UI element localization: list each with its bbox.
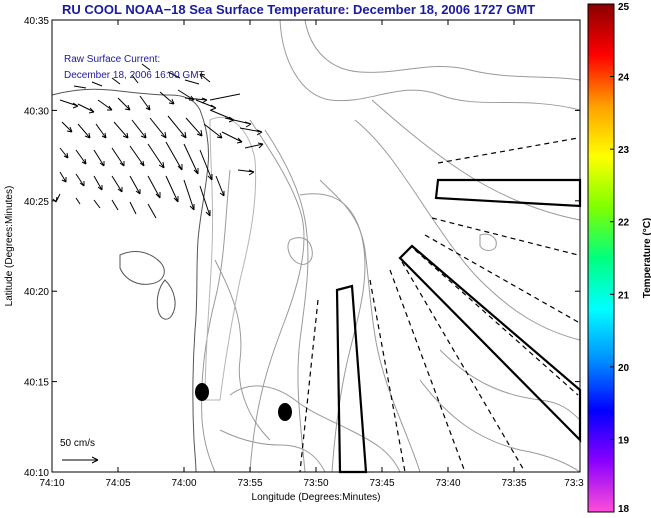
x-tick-label: 73:35 (501, 478, 526, 489)
y-axis: 40:35 40:30 40:25 40:20 40:15 40:10 (24, 16, 580, 479)
map-area (52, 20, 580, 472)
x-axis: 74:10 74:05 74:00 73:55 73:50 73:45 73:40 73:35… (39, 20, 584, 489)
colorbar-title: Temperature (°C) (642, 218, 651, 299)
colorbar-ticks: 25 24 23 22 21 20 19 18 (610, 2, 630, 515)
y-tick-label: 40:25 (24, 197, 49, 208)
figure-title: RU COOL NOAA−18 Sea Surface Temperature:… (62, 2, 535, 17)
y-tick-label: 40:10 (24, 468, 49, 479)
scale-arrow (62, 456, 99, 464)
y-axis-title: Latitude (Degrees:Minutes) (4, 186, 15, 307)
x-tick-label: 73:55 (237, 478, 262, 489)
colorbar-tick-label: 21 (618, 290, 630, 301)
surface-current-vectors (52, 63, 264, 219)
x-tick-label: 74:05 (105, 478, 130, 489)
x-axis-title: Longitude (Degrees:Minutes) (252, 492, 381, 503)
scale-label: 50 cm/s (60, 438, 95, 449)
colorbar-tick-label: 22 (618, 218, 630, 229)
colorbar-tick-label: 18 (618, 504, 630, 515)
x-tick-label: 73:40 (435, 478, 460, 489)
colorbar-tick-label: 25 (618, 2, 630, 13)
current-annotation-line2: December 18, 2006 16:00 GMT (64, 70, 205, 81)
bathymetry-contours (201, 19, 581, 473)
current-annotation-line1: Raw Surface Current: (64, 54, 160, 65)
y-tick-label: 40:30 (24, 106, 49, 117)
y-tick-label: 40:15 (24, 378, 49, 389)
colorbar-tick-label: 23 (618, 145, 630, 156)
colorbar (587, 3, 615, 513)
colorbar-tick-label: 19 (618, 435, 630, 446)
station-marker (195, 383, 209, 401)
x-tick-label: 73:3 (564, 478, 584, 489)
y-tick-label: 40:20 (24, 287, 49, 298)
x-tick-label: 73:50 (303, 478, 328, 489)
colorbar-tick-label: 20 (618, 363, 630, 374)
y-tick-label: 40:35 (24, 16, 49, 27)
nearshore-region (204, 116, 257, 401)
x-tick-label: 73:45 (369, 478, 394, 489)
coastline (51, 88, 209, 473)
radar-beam-lines (299, 137, 579, 473)
x-tick-label: 74:10 (39, 478, 64, 489)
colorbar-tick-label: 24 (618, 73, 630, 84)
station-marker (278, 403, 292, 421)
x-tick-label: 74:00 (171, 478, 196, 489)
